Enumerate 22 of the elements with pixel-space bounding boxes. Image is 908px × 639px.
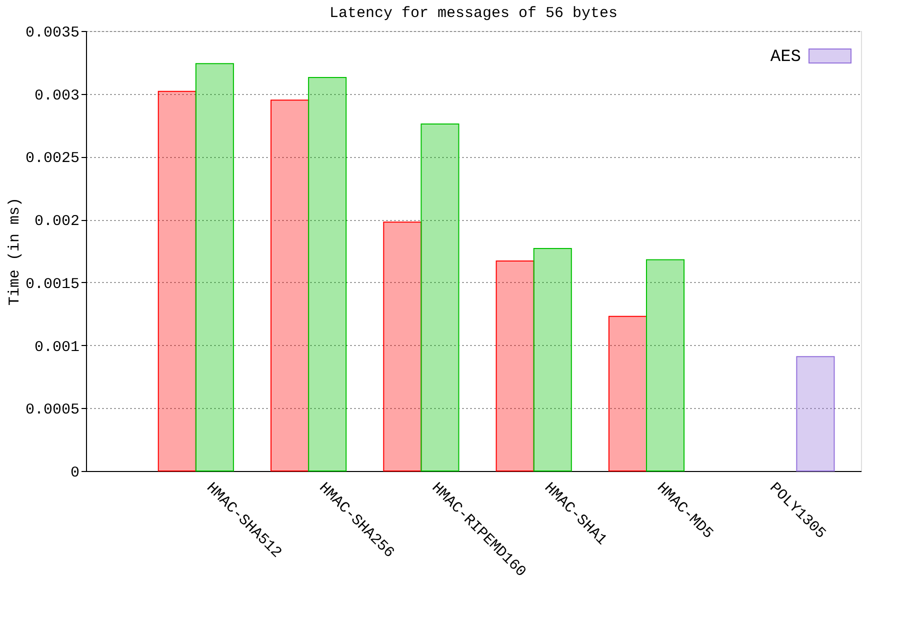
y-tick-label: 0.0015 — [25, 276, 80, 293]
bar — [383, 222, 422, 472]
y-axis-title: Time (in ms) — [6, 197, 24, 306]
bar — [420, 124, 460, 472]
bar — [158, 90, 196, 472]
bar — [646, 259, 685, 472]
bar — [195, 63, 234, 472]
y-tick-label: 0 — [70, 464, 80, 482]
y-tick-label: 0.0025 — [25, 150, 80, 168]
y-tick-label: 0.003 — [34, 87, 80, 104]
y-tick-label: 0.0005 — [25, 402, 80, 419]
bar — [796, 356, 835, 472]
y-tick-label: 0.0035 — [25, 24, 80, 42]
legend-label: AES — [770, 48, 801, 67]
bar — [496, 260, 534, 472]
y-tick-label: 0.001 — [34, 338, 80, 356]
bar — [308, 77, 347, 472]
bar — [608, 316, 647, 472]
chart-title: Latency for messages of 56 bytes — [329, 5, 618, 22]
y-tick-label: 0.002 — [34, 213, 80, 230]
bar — [533, 248, 572, 472]
bar — [270, 100, 310, 472]
